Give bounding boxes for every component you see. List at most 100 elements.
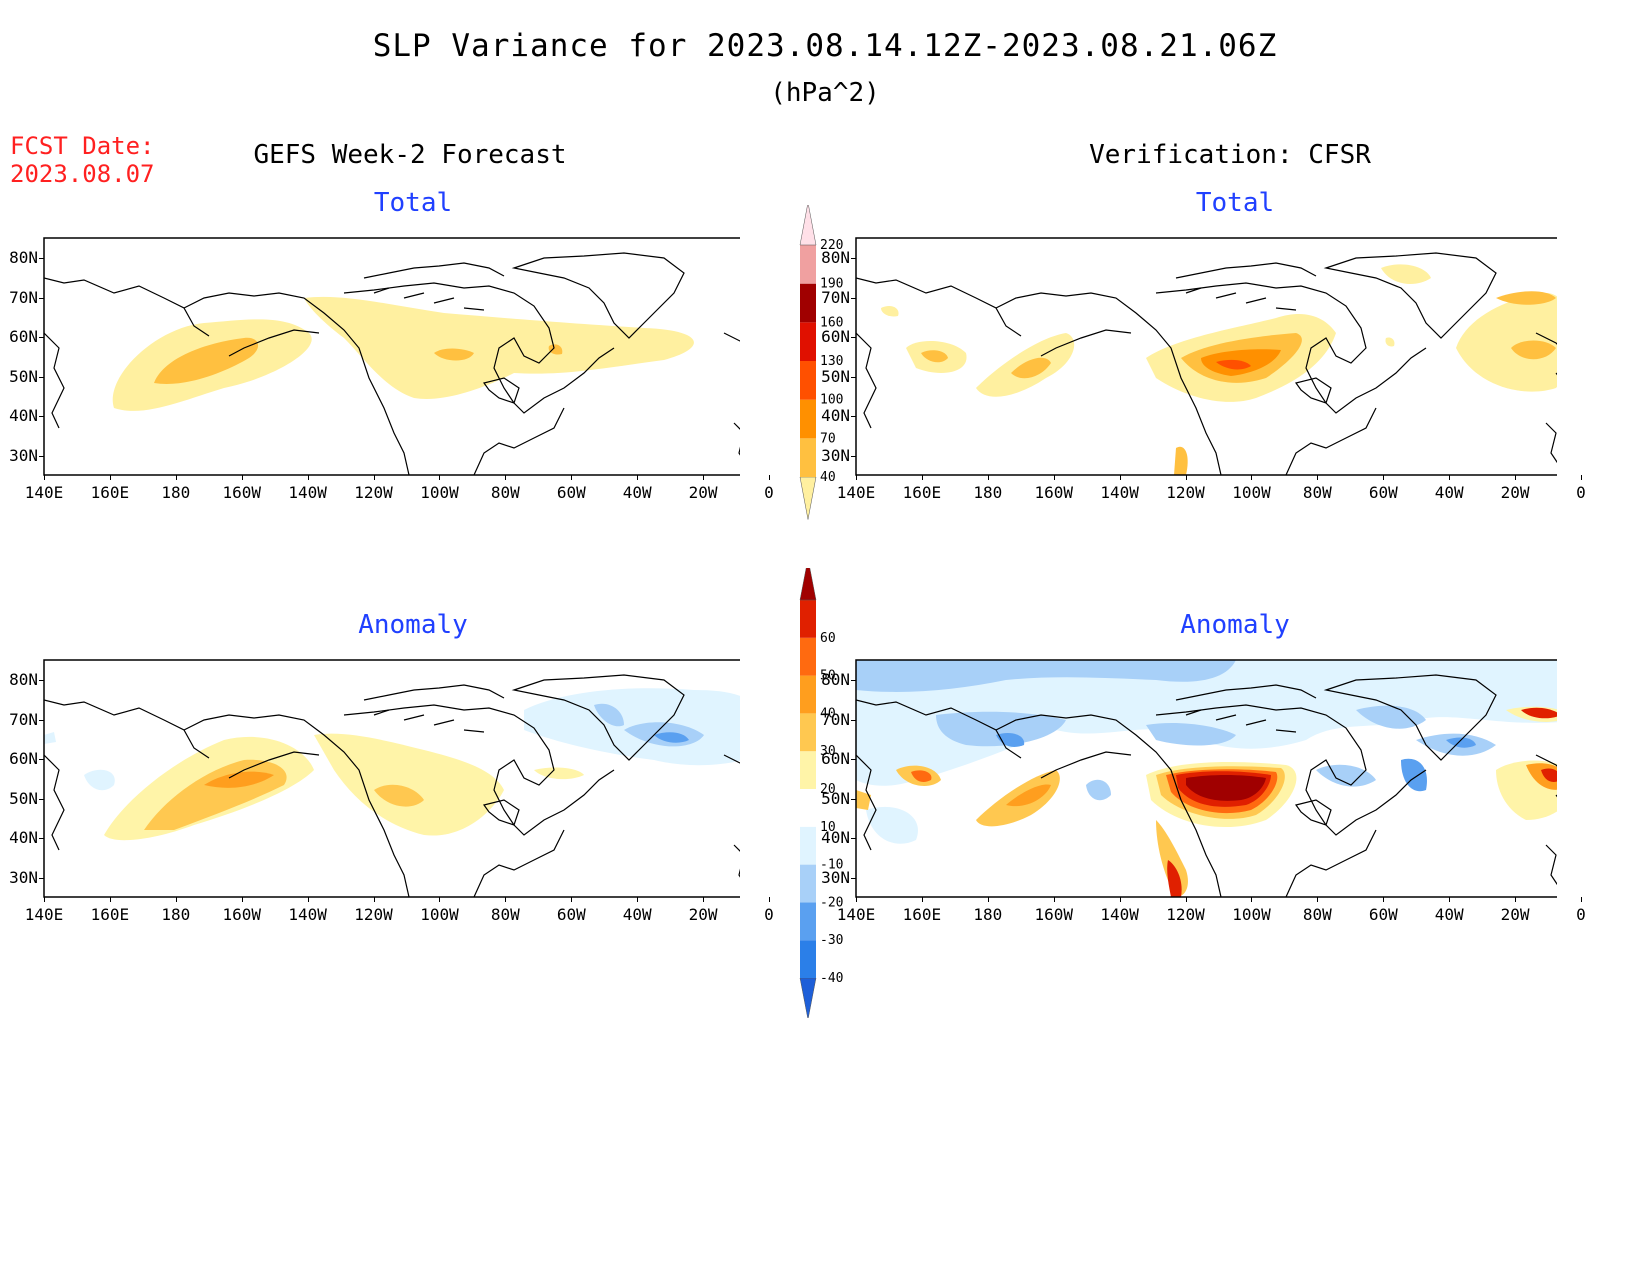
lon-tick-mark	[1581, 475, 1582, 480]
lat-tick-label: 30N	[9, 445, 38, 465]
lon-tick-mark	[987, 897, 989, 902]
lon-tick-label: 180	[973, 905, 1003, 924]
lon-tick-label: 140W	[1100, 905, 1139, 924]
lon-tick-mark	[373, 897, 375, 902]
lat-tick-mark	[851, 838, 856, 839]
lon-tick-mark	[1251, 475, 1253, 480]
lon-tick-label: 140E	[836, 483, 876, 502]
lat-tick-mark	[851, 455, 856, 457]
lon-tick-mark	[109, 897, 111, 902]
lon-tick-mark	[1515, 897, 1517, 902]
lon-tick-label: 100W	[420, 905, 459, 924]
lon-tick-label: 20W	[688, 483, 718, 502]
lat-tick-mark	[851, 337, 856, 338]
lon-tick-label: 180	[973, 483, 1003, 502]
map-frame	[43, 237, 740, 476]
lon-tick-mark	[1317, 897, 1319, 902]
lat-tick-label: 30N	[821, 445, 850, 465]
lat-tick-label: 80N	[821, 670, 850, 689]
lon-tick-label: 140E	[836, 905, 876, 924]
lon-tick-mark	[1185, 897, 1187, 902]
map-frame	[855, 237, 1557, 476]
lat-tick-mark	[39, 337, 44, 338]
lon-tick-label: 140W	[1100, 483, 1139, 502]
lat-tick-mark	[39, 297, 44, 299]
lat-tick-mark	[39, 838, 44, 839]
gefs-total-shading	[112, 296, 694, 411]
lon-tick-label: 140W	[288, 483, 327, 502]
lat-tick-mark	[851, 877, 856, 879]
cfsr-anomaly-shading	[856, 660, 1557, 897]
colorbar-swatch	[800, 789, 816, 827]
lon-tick-mark	[1449, 897, 1451, 902]
lat-tick-mark	[39, 877, 44, 879]
lon-tick-label: 160W	[1034, 483, 1073, 502]
lon-tick-label: 0	[1576, 483, 1586, 502]
lon-tick-mark	[505, 475, 507, 480]
lon-tick-label: 40W	[622, 483, 652, 502]
lon-tick-label: 60W	[556, 483, 586, 502]
lat-tick-mark	[851, 376, 856, 378]
lat-tick-label: 70N	[821, 709, 850, 729]
lat-tick-mark	[851, 416, 856, 417]
lat-tick-mark	[39, 759, 44, 760]
anomaly-colorbar: -40 -30 -20 -10 10 20 30 40 50 60	[799, 568, 843, 1018]
colorbar-level-label: 190	[820, 277, 843, 292]
colorbar-level-label: -10	[820, 858, 843, 873]
lat-tick-label: 60N	[821, 327, 850, 346]
colorbar-level-label: -30	[820, 933, 843, 948]
lon-tick-mark	[44, 475, 45, 480]
lon-tick-label: 20W	[688, 905, 718, 924]
colorbar-swatch	[800, 283, 816, 323]
lon-tick-mark	[921, 897, 923, 902]
lon-tick-label: 120W	[354, 905, 393, 924]
colorbar-bottom-triangle	[799, 476, 817, 520]
lon-tick-label: 100W	[1232, 483, 1271, 502]
gefs-anomaly-map	[43, 659, 740, 898]
colorbar-top-triangle	[799, 568, 817, 601]
lon-tick-mark	[175, 897, 177, 902]
lat-tick-label: 60N	[9, 749, 38, 768]
lat-tick-label: 50N	[821, 788, 850, 808]
lon-tick-mark	[307, 475, 309, 480]
fcst-date-label: FCST Date:	[10, 132, 155, 160]
fcst-date-value: 2023.08.07	[10, 160, 155, 188]
lon-tick-mark	[307, 897, 309, 902]
colorbar-level-label: 60	[820, 631, 836, 646]
lon-tick-label: 120W	[1166, 905, 1205, 924]
lat-tick-mark	[39, 416, 44, 417]
colorbar-swatch	[800, 902, 816, 941]
lon-tick-mark	[1119, 475, 1121, 480]
lon-tick-mark	[439, 475, 441, 480]
colorbar-swatch	[800, 675, 816, 714]
lon-tick-label: 160E	[902, 483, 942, 502]
cfsr-total-shading	[881, 264, 1557, 475]
lat-tick-mark	[39, 798, 44, 800]
lat-tick-label: 50N	[9, 366, 38, 386]
lon-tick-label: 120W	[1166, 483, 1205, 502]
colorbar-swatch	[800, 361, 816, 400]
colorbar-level-label: 40	[820, 706, 836, 721]
lon-tick-label: 80W	[1302, 905, 1332, 924]
lon-tick-mark	[241, 475, 243, 480]
lon-tick-mark	[571, 897, 573, 902]
lon-tick-label: 140W	[288, 905, 327, 924]
lon-tick-mark	[1185, 475, 1187, 480]
lon-tick-label: 180	[161, 483, 191, 502]
lon-tick-mark	[703, 475, 705, 480]
lon-tick-label: 80W	[490, 483, 520, 502]
colorbar-swatch	[800, 713, 816, 752]
cfsr-anomaly-map	[855, 659, 1557, 898]
lon-tick-label: 80W	[1302, 483, 1332, 502]
lon-tick-mark	[175, 475, 177, 480]
lon-tick-label: 120W	[354, 483, 393, 502]
lon-tick-mark	[703, 897, 705, 902]
colorbar-swatch	[800, 864, 816, 903]
lat-tick-mark	[851, 680, 856, 681]
lat-tick-label: 30N	[9, 867, 38, 887]
colorbar-level-label: -20	[820, 895, 843, 910]
lat-tick-mark	[39, 376, 44, 378]
lon-tick-mark	[1251, 897, 1253, 902]
lon-tick-mark	[505, 897, 507, 902]
colorbar-level-label: 50	[820, 669, 836, 684]
